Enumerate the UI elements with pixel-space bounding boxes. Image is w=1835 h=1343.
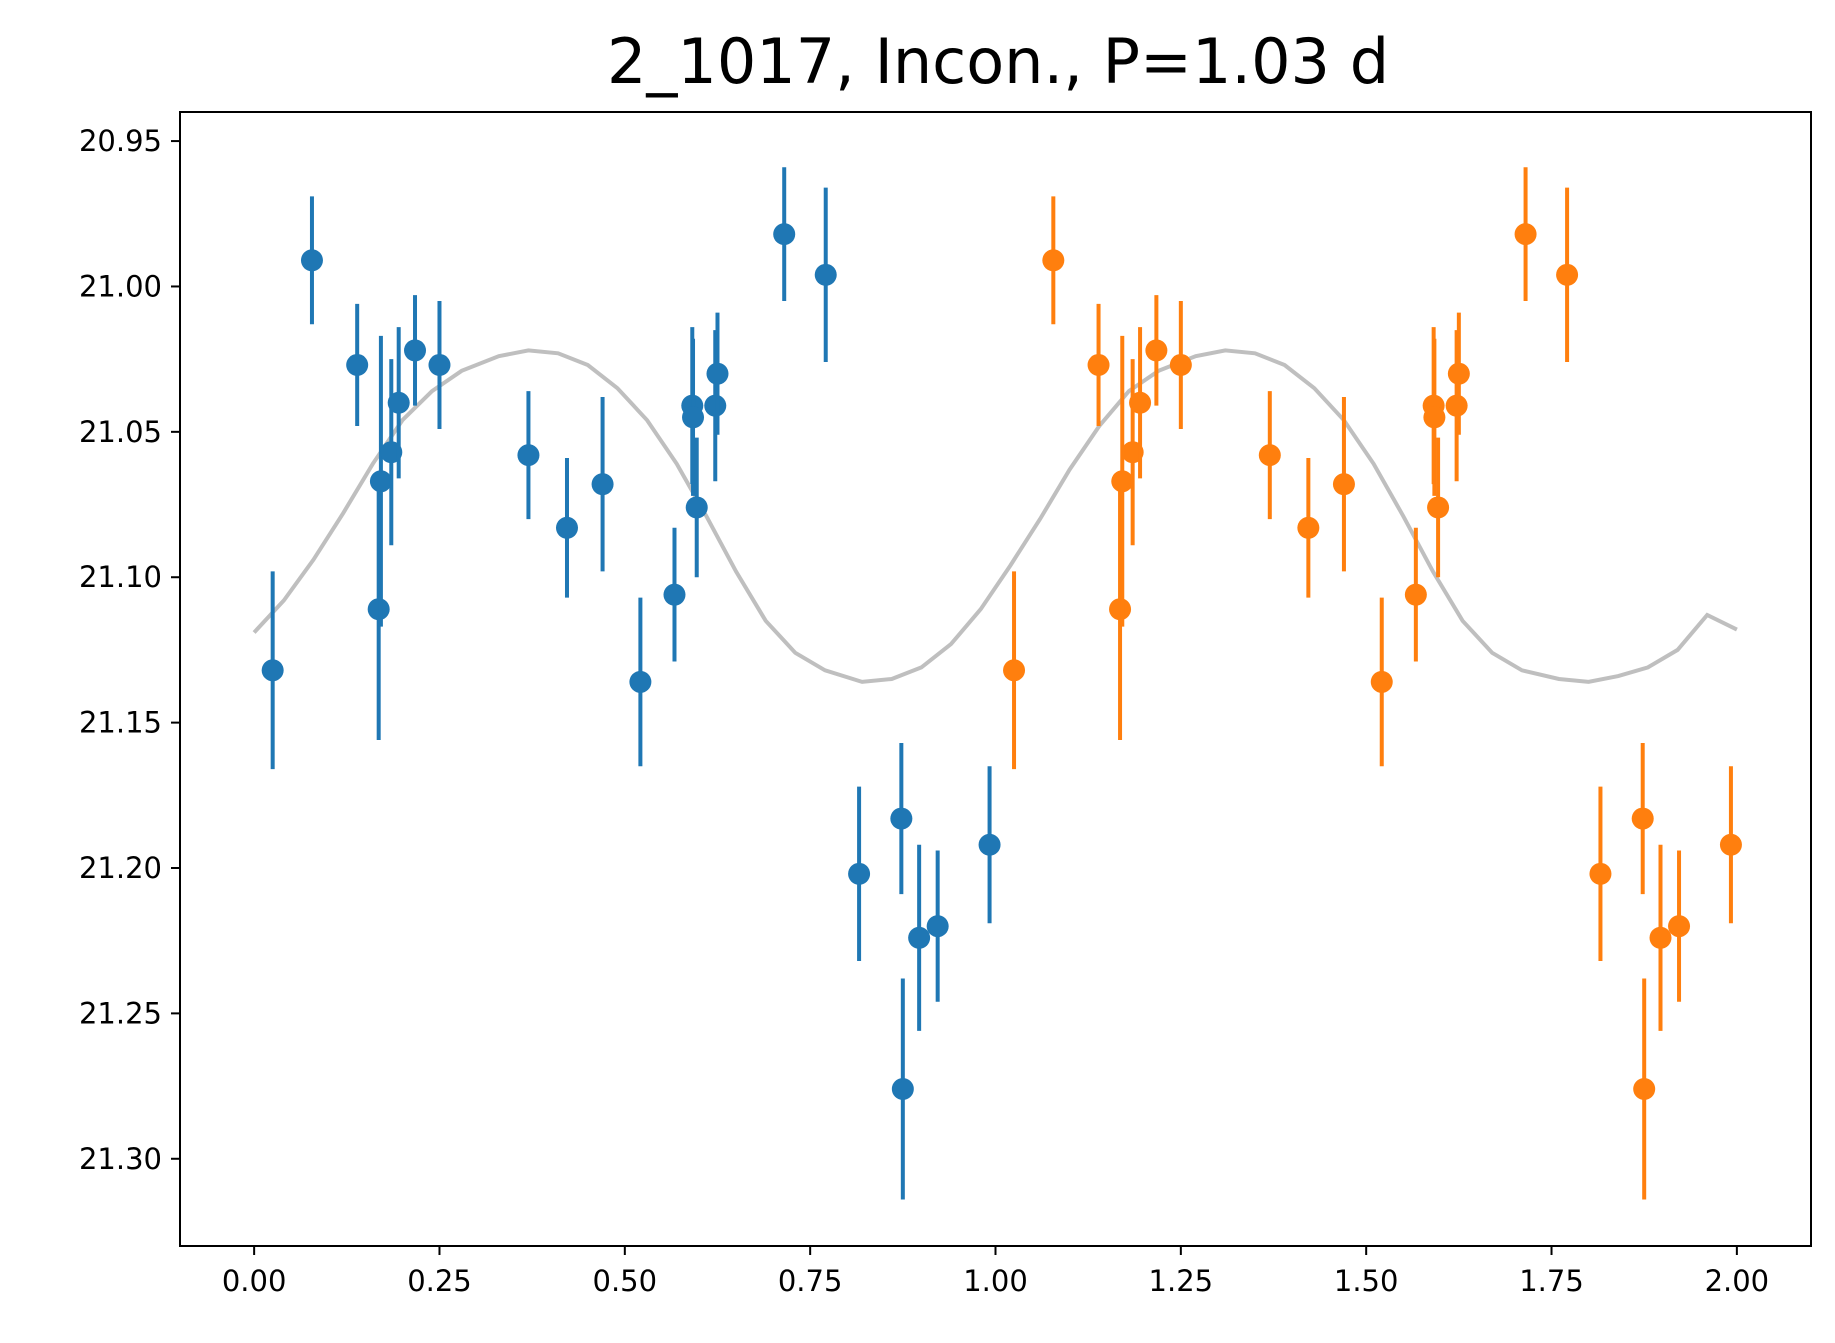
x-tick-label: 2.00 <box>1705 1264 1770 1298</box>
data-point <box>1668 915 1691 938</box>
data-point <box>261 659 284 682</box>
data-point <box>555 516 578 539</box>
data-point <box>1404 583 1427 606</box>
x-tick-label: 1.25 <box>1149 1264 1214 1298</box>
data-point <box>1445 394 1468 417</box>
data-point <box>1423 406 1446 429</box>
data-point <box>1129 391 1152 414</box>
data-point <box>404 339 427 362</box>
data-point <box>706 362 729 385</box>
y-tick-label: 21.00 <box>79 269 162 303</box>
chart-title: 2_1017, Incon., P=1.03 d <box>607 25 1389 98</box>
data-point <box>1556 263 1579 286</box>
data-point <box>1258 444 1281 467</box>
x-tick-label: 0.00 <box>222 1264 287 1298</box>
y-tick-label: 21.30 <box>79 1142 162 1176</box>
series-2 <box>1003 167 1742 1200</box>
data-point <box>1109 598 1132 621</box>
data-point <box>387 391 410 414</box>
data-point <box>629 670 652 693</box>
data-point <box>1427 496 1450 519</box>
data-point <box>1042 249 1065 272</box>
data-point <box>704 394 727 417</box>
y-tick-label: 21.15 <box>79 706 162 740</box>
data-point <box>1145 339 1168 362</box>
x-tick-label: 0.75 <box>778 1264 843 1298</box>
data-point <box>1631 807 1654 830</box>
data-point <box>1514 223 1537 246</box>
data-point <box>1169 353 1192 376</box>
data-point <box>346 353 369 376</box>
x-axis: 0.00 0.25 0.50 0.75 1.00 1.25 1.50 1.75 2.00 <box>222 1246 1769 1298</box>
data-point <box>591 473 614 496</box>
data-point <box>814 263 837 286</box>
data-point <box>685 496 708 519</box>
data-point <box>1332 473 1355 496</box>
data-point <box>848 862 871 885</box>
data-point <box>891 1077 914 1100</box>
data-point <box>367 598 390 621</box>
data-point <box>517 444 540 467</box>
x-tick-label: 0.25 <box>407 1264 472 1298</box>
y-axis: 20.95 21.00 21.05 21.10 21.15 21.20 21.25 21.30 <box>79 124 180 1176</box>
data-point <box>1649 926 1672 949</box>
data-point <box>890 807 913 830</box>
model-curve-layer <box>252 348 1738 684</box>
data-point <box>682 406 705 429</box>
data-point <box>1003 659 1026 682</box>
data-point <box>300 249 323 272</box>
data-point <box>1633 1077 1656 1100</box>
data-point <box>1447 362 1470 385</box>
data-point <box>1297 516 1320 539</box>
data-point <box>369 470 392 493</box>
data-point <box>908 926 931 949</box>
data-point <box>1087 353 1110 376</box>
y-tick-label: 21.20 <box>79 851 162 885</box>
y-tick-label: 21.05 <box>79 415 162 449</box>
data-point <box>1589 862 1612 885</box>
y-tick-label: 21.25 <box>79 996 162 1030</box>
x-tick-label: 0.50 <box>593 1264 658 1298</box>
y-tick-label: 20.95 <box>79 124 162 158</box>
x-tick-label: 1.00 <box>963 1264 1028 1298</box>
y-tick-label: 21.10 <box>79 560 162 594</box>
series-1 <box>261 167 1001 1200</box>
data-point <box>1719 833 1742 856</box>
data-point <box>773 223 796 246</box>
model-curve-line <box>252 348 1738 684</box>
data-point <box>428 353 451 376</box>
data-point <box>1111 470 1134 493</box>
x-tick-label: 1.50 <box>1334 1264 1399 1298</box>
data-point <box>663 583 686 606</box>
data-point <box>978 833 1001 856</box>
data-point <box>1370 670 1393 693</box>
data-points-layer <box>261 167 1742 1200</box>
data-point <box>926 915 949 938</box>
x-tick-label: 1.75 <box>1519 1264 1584 1298</box>
